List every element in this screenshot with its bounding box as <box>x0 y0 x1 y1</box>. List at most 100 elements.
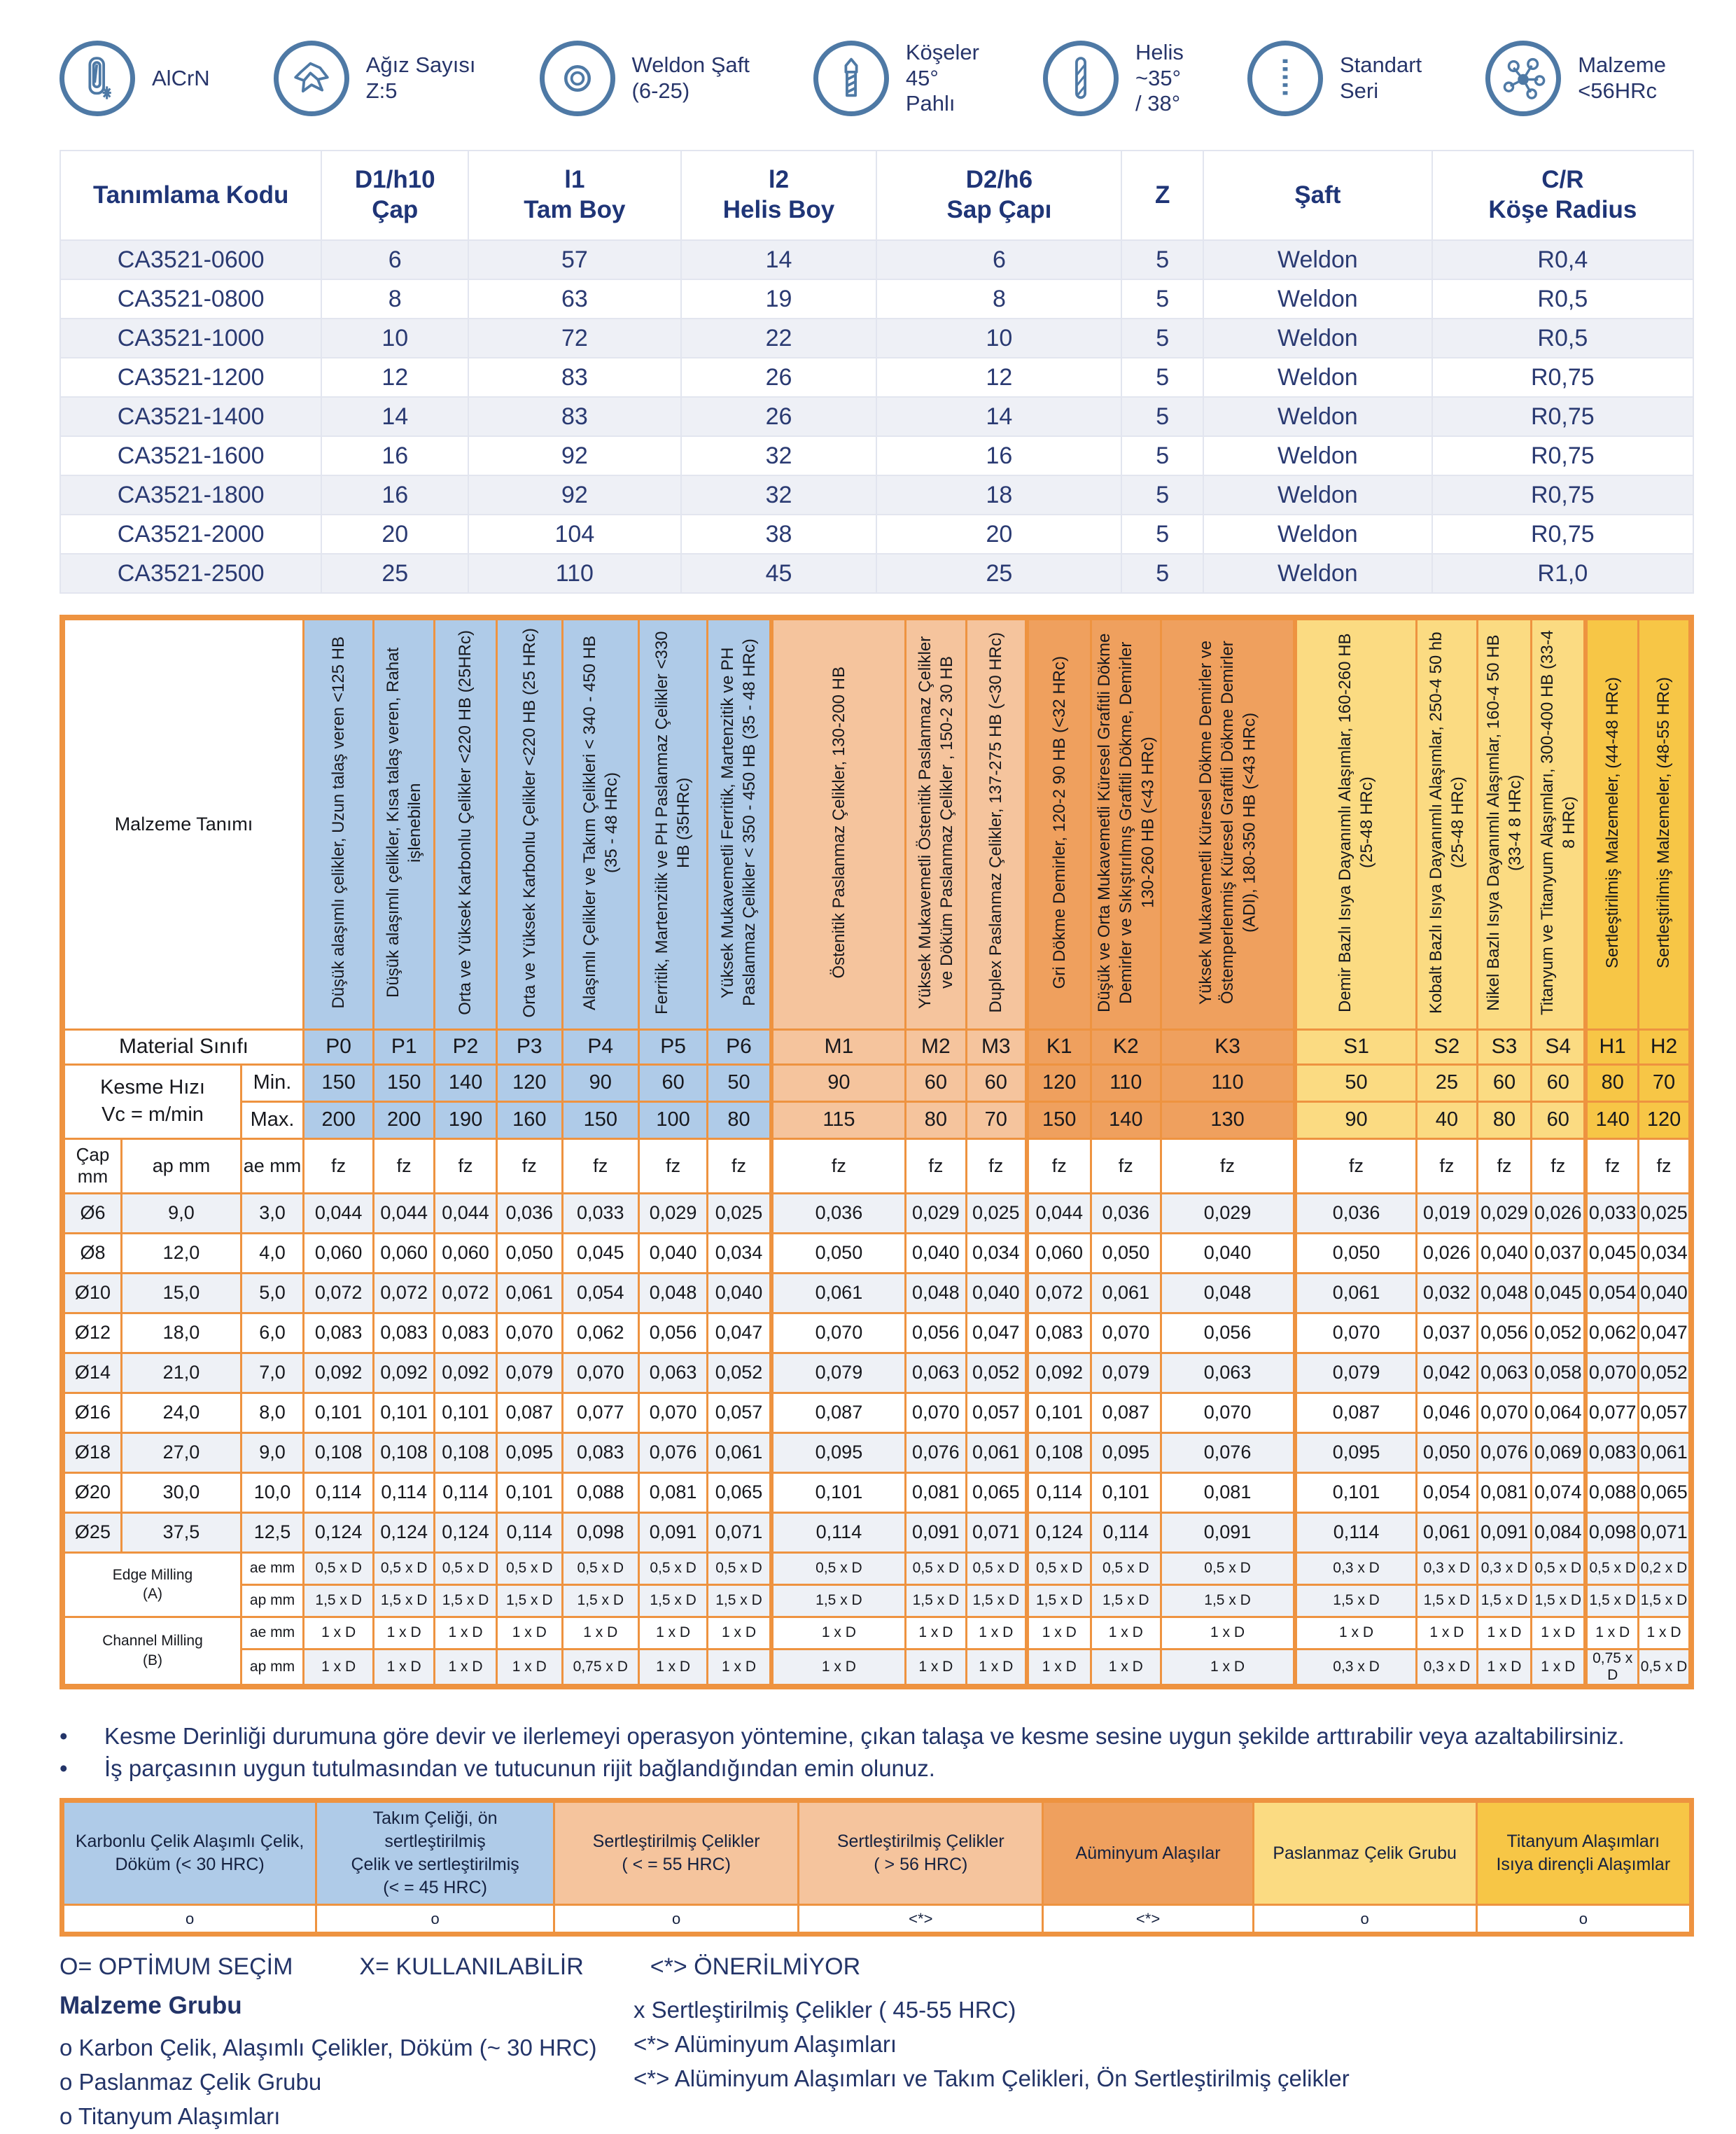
material-class-P2: P2 <box>433 1028 498 1066</box>
material-class-S3: S3 <box>1476 1028 1533 1066</box>
feed-data-row: Ø6 9,0 3,0 0,044 0,044 0,044 0,036 0,033 0,029 0,… <box>61 1192 1693 1234</box>
edge-milling-ap-K2: 1,5 x D <box>1089 1583 1163 1618</box>
fz-value-P6: 0,061 <box>706 1431 773 1474</box>
vc-max-K1: 150 <box>1024 1100 1092 1140</box>
fz-value-K3: 0,070 <box>1160 1391 1296 1434</box>
edge-milling-label: Edge Milling (A) <box>61 1551 242 1618</box>
fz-header-M1: fz <box>769 1137 906 1194</box>
spec-value: 14 <box>876 396 1123 437</box>
fz-value-P1: 0,092 <box>372 1351 436 1394</box>
material-desc-P2: Orta ve Yüksek Karbonlu Çelikler <220 HB… <box>433 616 498 1031</box>
vc-max-S3: 80 <box>1476 1100 1533 1140</box>
material-desc-P3: Orta ve Yüksek Karbonlu Çelikler <220 HB… <box>496 616 564 1031</box>
vc-min-S2: 25 <box>1415 1063 1478 1103</box>
fz-value-S2: 0,046 <box>1415 1391 1478 1434</box>
material-desc-text: Duplex Paslanmaz Çelikler, 137-275 HB (<… <box>986 632 1006 1013</box>
fz-value-S3: 0,063 <box>1476 1351 1533 1394</box>
spec-column-header: l1 Tam Boy <box>468 150 682 241</box>
edge-milling-ap-S2: 1,5 x D <box>1415 1583 1478 1618</box>
fz-value-P3: 0,079 <box>496 1351 564 1394</box>
vc-min-H1: 80 <box>1583 1063 1640 1103</box>
fz-value-K2: 0,087 <box>1089 1391 1163 1434</box>
fz-header-S1: fz <box>1293 1137 1418 1194</box>
fz-value-S3: 0,040 <box>1476 1232 1533 1274</box>
note-item: İş parçasının uygun tutulmasından ve tut… <box>59 1752 1694 1785</box>
vc-min-S4: 60 <box>1530 1063 1587 1103</box>
fz-value-S4: 0,037 <box>1530 1232 1587 1274</box>
fz-value-M2: 0,029 <box>904 1192 967 1234</box>
channel-milling-ae-S3: 1 x D <box>1476 1615 1533 1650</box>
material-class-S4: S4 <box>1530 1028 1587 1066</box>
material-class-M3: M3 <box>965 1028 1028 1066</box>
channel-milling-ae-H1: 1 x D <box>1583 1615 1640 1650</box>
channel-milling-ae-M3: 1 x D <box>965 1615 1028 1650</box>
material-group-left: Malzeme Grubu o Karbon Çelik, Alaşımlı Ç… <box>59 1992 634 2133</box>
fz-value-S1: 0,087 <box>1293 1391 1418 1434</box>
vc-max-M3: 70 <box>965 1100 1028 1140</box>
fz-value-K2: 0,101 <box>1089 1471 1163 1514</box>
legend-marker-cell: o <box>553 1904 800 1936</box>
material-desc-label: Malzeme Tanımı <box>61 616 304 1031</box>
diameter-value: Ø12 <box>61 1311 122 1354</box>
fz-header-S4: fz <box>1530 1137 1587 1194</box>
spec-value: 57 <box>468 239 682 280</box>
weldon-shank-icon <box>539 41 615 116</box>
spec-value: 16 <box>321 435 470 476</box>
spec-row: CA3521-1800 16 92 32 18 5 Weldon R0,75 <box>59 475 1695 515</box>
feature-label: Helis ~35° / 38° <box>1135 40 1184 116</box>
spec-value: 32 <box>680 435 878 476</box>
fz-value-H1: 0,083 <box>1583 1431 1640 1474</box>
edge-milling-ae-K3: 0,5 x D <box>1160 1551 1296 1586</box>
material-desc-K1: Gri Dökme Demirler, 120-2 90 HB (<32 HRc… <box>1024 616 1092 1031</box>
ap-value: 9,0 <box>120 1192 243 1234</box>
fz-value-K2: 0,070 <box>1089 1311 1163 1354</box>
fz-value-P2: 0,124 <box>433 1511 498 1554</box>
material-desc-S2: Kobalt Bazlı Isıya Dayanımlı Alaşımlar, … <box>1415 616 1478 1031</box>
ae-value: 3,0 <box>240 1192 304 1234</box>
fz-value-S4: 0,026 <box>1530 1192 1587 1234</box>
spec-value: 18 <box>876 475 1123 515</box>
spec-value: R0,75 <box>1431 475 1695 515</box>
fz-value-P6: 0,047 <box>706 1311 773 1354</box>
spec-value: Weldon <box>1203 435 1433 476</box>
vc-min-P4: 90 <box>561 1063 640 1103</box>
legend-marker-cell: <*> <box>1042 1904 1254 1936</box>
fz-value-S1: 0,050 <box>1293 1232 1418 1274</box>
edge-milling-ap-M1: 1,5 x D <box>769 1583 906 1618</box>
diameter-value: Ø14 <box>61 1351 122 1394</box>
spec-value: 26 <box>680 357 878 398</box>
channel-milling-ap-M3: 1 x D <box>965 1647 1028 1687</box>
material-group: Malzeme Grubu o Karbon Çelik, Alaşımlı Ç… <box>59 1992 1694 2133</box>
material-group-item: o Karbon Çelik, Alaşımlı Çelikler, Döküm… <box>59 2035 597 2061</box>
ap-value: 27,0 <box>120 1431 243 1474</box>
fz-value-P4: 0,077 <box>561 1391 640 1434</box>
spec-value: 5 <box>1121 318 1205 358</box>
fz-value-P1: 0,060 <box>372 1232 436 1274</box>
fz-value-P4: 0,054 <box>561 1271 640 1314</box>
spec-value: 25 <box>321 553 470 594</box>
fz-value-S1: 0,061 <box>1293 1271 1418 1314</box>
fz-value-S1: 0,036 <box>1293 1192 1418 1234</box>
material-desc-H1: Sertleştirilmiş Malzemeler, (44-48 HRc) <box>1583 616 1640 1031</box>
channel-milling-ap-S4: 1 x D <box>1530 1647 1587 1687</box>
spec-value: 38 <box>680 514 878 555</box>
edge-milling-ap-H2: 1,5 x D <box>1637 1583 1693 1618</box>
edge-milling-ae-M2: 0,5 x D <box>904 1551 967 1586</box>
ae-value: 6,0 <box>240 1311 304 1354</box>
material-class-H1: H1 <box>1583 1028 1640 1066</box>
ae-value: 5,0 <box>240 1271 304 1314</box>
fz-value-M1: 0,101 <box>769 1471 906 1514</box>
ae-value: 4,0 <box>240 1232 304 1274</box>
feature-label: Standart Seri <box>1339 53 1422 103</box>
spec-value: 20 <box>321 514 470 555</box>
channel-milling-ap-H2: 0,5 x D <box>1637 1647 1693 1687</box>
fz-value-M2: 0,040 <box>904 1232 967 1274</box>
legend-keys: O= OPTİMUM SEÇİM X= KULLANILABİLİR <*> ÖNE… <box>59 1953 1694 1981</box>
feed-header-row: Çap mm ap mm ae mm fz fz fz fz fz fz fz fz fz fz fz fz… <box>61 1137 1693 1194</box>
fz-value-P2: 0,092 <box>433 1351 498 1394</box>
ae-value: 12,5 <box>240 1511 304 1554</box>
channel-milling-ap-S1: 0,3 x D <box>1293 1647 1418 1687</box>
spec-value: 22 <box>680 318 878 358</box>
fz-value-K3: 0,056 <box>1160 1311 1296 1354</box>
